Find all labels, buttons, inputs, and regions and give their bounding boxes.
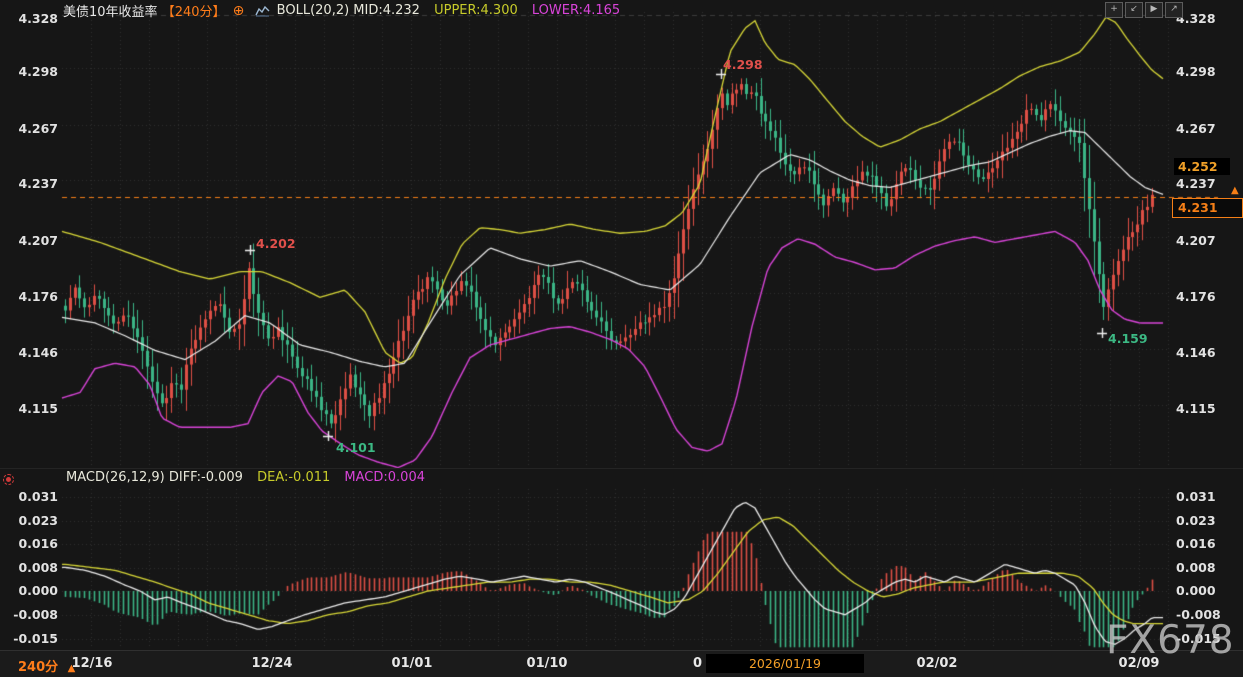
price-arrow-icon: ▲ <box>1231 186 1239 196</box>
macd-tick-label: 0.016 <box>1176 536 1236 552</box>
expand-pane-button[interactable]: ↗ <box>1165 2 1183 18</box>
price-tick-label: 4.267 <box>1176 121 1236 137</box>
pan-tool-button[interactable]: + <box>1105 2 1123 18</box>
date-tick-label: 01/10 <box>527 656 568 671</box>
macd-tick-label: 0.023 <box>6 513 58 529</box>
main-chart-canvas[interactable] <box>0 0 1243 650</box>
macd-tick-label: 0.023 <box>1176 513 1236 529</box>
macd-tick-label: -0.015 <box>6 631 58 647</box>
date-tick-label: 12/16 <box>72 656 113 671</box>
interval-label: 【240分】 <box>162 5 226 20</box>
last-price-label: 4.231 <box>1172 198 1243 218</box>
boll-upper-label: UPPER:4.300 <box>434 3 518 18</box>
chart-header: 美债10年收益率 【240分】 ⊕ BOLL(20,2) MID:4.232 U… <box>63 1 620 17</box>
high-price-annotation: 4.298 <box>723 57 763 72</box>
price-tick-label: 4.328 <box>1176 11 1236 27</box>
price-tick-label: 4.176 <box>1176 289 1236 305</box>
price-tick-label: 4.115 <box>1176 401 1236 417</box>
reference-price-label: 4.252 <box>1174 158 1230 175</box>
macd-diff-label: MACD(26,12,9) DIFF:-0.009 <box>66 470 243 485</box>
macd-tick-label: 0.031 <box>6 489 58 505</box>
macd-tick-label: 0.008 <box>6 560 58 576</box>
macd-tick-label: 0.008 <box>1176 560 1236 576</box>
macd-tick-label: 0.000 <box>1176 583 1236 599</box>
macd-dea-label: DEA:-0.011 <box>257 470 330 485</box>
boll-label: BOLL(20,2) MID:4.232 <box>277 3 420 18</box>
play-pane-button[interactable]: ▶ <box>1145 2 1163 18</box>
dock-pane-button[interactable]: ↙ <box>1125 2 1143 18</box>
line-chart-icon <box>255 5 270 17</box>
timeframe-label: 240分 <box>18 660 58 675</box>
macd-tick-label: -0.008 <box>6 607 58 623</box>
low-price-annotation: 4.101 <box>336 440 376 455</box>
macd-header: MACD(26,12,9) DIFF:-0.009 DEA:-0.011 MAC… <box>66 470 425 485</box>
crosshair-date-tooltip: 2026/01/19 16:00~20:00 一 <box>706 654 864 673</box>
macd-tick-label: 0.016 <box>6 536 58 552</box>
chart-toolbar: +↙▶↗ <box>1105 2 1183 18</box>
price-tick-label: 4.298 <box>1176 64 1236 80</box>
macd-tick-label: 0.000 <box>6 583 58 599</box>
price-tick-label: 4.146 <box>6 345 58 361</box>
low-price-annotation: 4.159 <box>1108 331 1148 346</box>
price-tick-label: 4.237 <box>6 176 58 192</box>
instrument-title: 美债10年收益率 <box>63 5 158 20</box>
price-tick-label: 4.328 <box>6 11 58 27</box>
price-tick-label: 4.115 <box>6 401 58 417</box>
macd-pane-marker-icon[interactable] <box>3 474 14 485</box>
price-tick-label: 4.207 <box>6 233 58 249</box>
price-tick-label: 4.298 <box>6 64 58 80</box>
date-tick-label: 12/24 <box>252 656 293 671</box>
date-tick-label: 02/02 <box>917 656 958 671</box>
price-tick-label: 4.207 <box>1176 233 1236 249</box>
time-axis-bar: 240分 ▲ 12/1612/2401/0101/1002/0202/09 0 … <box>0 650 1243 677</box>
price-tick-label: 4.267 <box>6 121 58 137</box>
pane-separator <box>0 468 1243 469</box>
partial-date-label: 0 <box>693 656 702 671</box>
price-tick-label: 4.237 <box>1176 176 1236 192</box>
macd-hist-label: MACD:0.004 <box>344 470 425 485</box>
high-price-annotation: 4.202 <box>256 236 296 251</box>
watermark: FX678 <box>1106 618 1235 663</box>
date-tick-label: 01/01 <box>392 656 433 671</box>
price-tick-label: 4.176 <box>6 289 58 305</box>
price-tick-label: 4.146 <box>1176 345 1236 361</box>
chart-app: 美债10年收益率 【240分】 ⊕ BOLL(20,2) MID:4.232 U… <box>0 0 1243 677</box>
timeframe-selector[interactable]: 240分 ▲ <box>18 656 75 675</box>
boll-lower-label: LOWER:4.165 <box>532 3 620 18</box>
add-indicator-icon[interactable]: ⊕ <box>233 3 245 19</box>
macd-tick-label: 0.031 <box>1176 489 1236 505</box>
